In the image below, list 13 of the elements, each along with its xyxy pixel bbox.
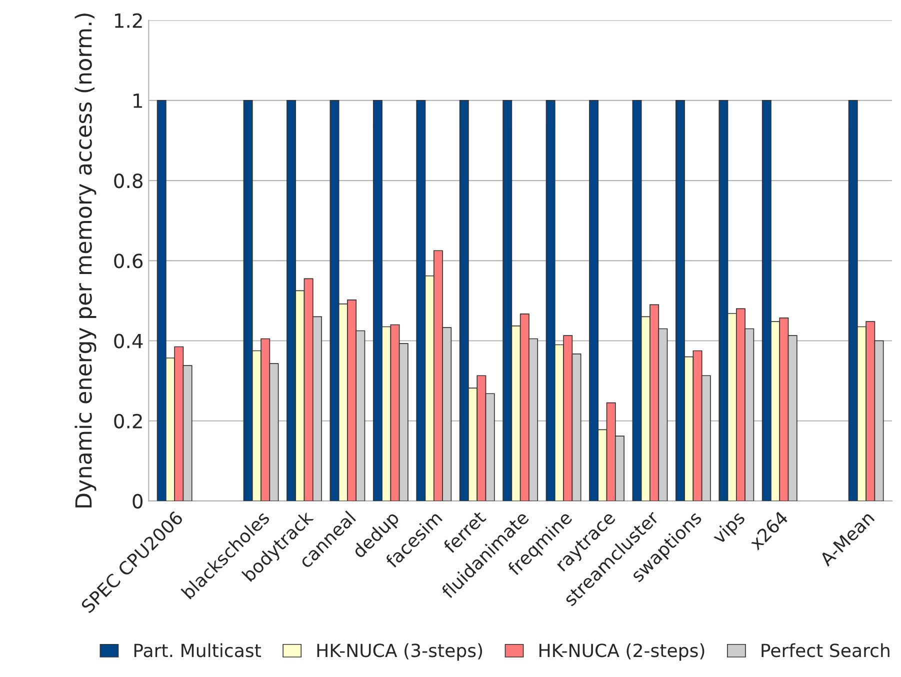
y-tick-label: 0.6	[114, 254, 143, 268]
y-tick-label: 1.2	[115, 13, 142, 28]
y-axis-title: Dynamic energy per memory access (norm.)	[74, 14, 96, 508]
legend-label: Part. Multicast	[134, 643, 261, 658]
y-tick-label: 0.2	[114, 414, 142, 429]
x-tick-label: vips	[710, 510, 748, 548]
legend-label: HK-NUCA (2-steps)	[540, 643, 704, 661]
y-tick-label: 0	[132, 494, 143, 509]
y-tick-label: 1	[134, 94, 142, 108]
y-tick-label: 0.4	[114, 334, 143, 348]
legend-label: HK-NUCA (3-steps)	[317, 643, 482, 661]
legend-label: Perfect Search	[762, 643, 890, 658]
y-tick-label: 0.8	[114, 173, 142, 188]
